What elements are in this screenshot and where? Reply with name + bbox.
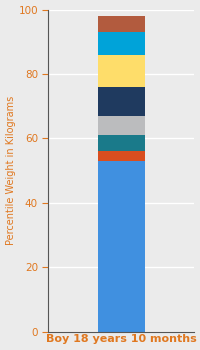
Bar xyxy=(98,16,145,32)
Bar xyxy=(98,151,145,161)
Bar xyxy=(98,161,145,332)
Bar xyxy=(98,55,145,87)
Y-axis label: Percentile Weight in Kilograms: Percentile Weight in Kilograms xyxy=(6,96,16,245)
Bar xyxy=(98,87,145,116)
Bar xyxy=(98,32,145,55)
Bar xyxy=(98,116,145,135)
Bar xyxy=(98,135,145,151)
